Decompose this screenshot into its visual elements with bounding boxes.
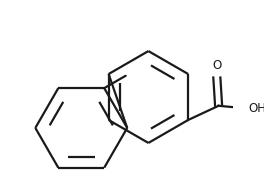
Text: OH: OH (249, 102, 264, 115)
Text: O: O (212, 59, 221, 72)
